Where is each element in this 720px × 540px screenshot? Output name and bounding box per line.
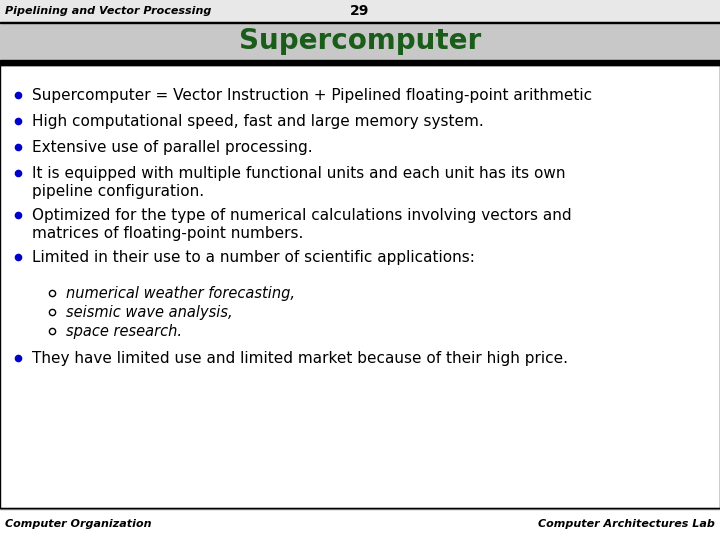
Text: numerical weather forecasting,: numerical weather forecasting, (66, 286, 295, 301)
Text: They have limited use and limited market because of their high price.: They have limited use and limited market… (32, 351, 568, 366)
Text: pipeline configuration.: pipeline configuration. (32, 184, 204, 199)
Text: Computer Organization: Computer Organization (5, 519, 151, 529)
Text: seismic wave analysis,: seismic wave analysis, (66, 305, 233, 320)
Text: space research.: space research. (66, 324, 182, 339)
Text: Supercomputer = Vector Instruction + Pipelined floating-point arithmetic: Supercomputer = Vector Instruction + Pip… (32, 88, 592, 103)
Text: It is equipped with multiple functional units and each unit has its own: It is equipped with multiple functional … (32, 166, 565, 181)
Text: Limited in their use to a number of scientific applications:: Limited in their use to a number of scie… (32, 250, 475, 265)
Text: Extensive use of parallel processing.: Extensive use of parallel processing. (32, 140, 312, 155)
Text: Supercomputer: Supercomputer (239, 27, 481, 55)
Text: High computational speed, fast and large memory system.: High computational speed, fast and large… (32, 114, 484, 129)
Text: Computer Architectures Lab: Computer Architectures Lab (538, 519, 715, 529)
Text: Optimized for the type of numerical calculations involving vectors and: Optimized for the type of numerical calc… (32, 208, 572, 223)
Text: matrices of floating-point numbers.: matrices of floating-point numbers. (32, 226, 303, 241)
Text: 29: 29 (351, 4, 369, 18)
Text: Pipelining and Vector Processing: Pipelining and Vector Processing (5, 6, 212, 16)
